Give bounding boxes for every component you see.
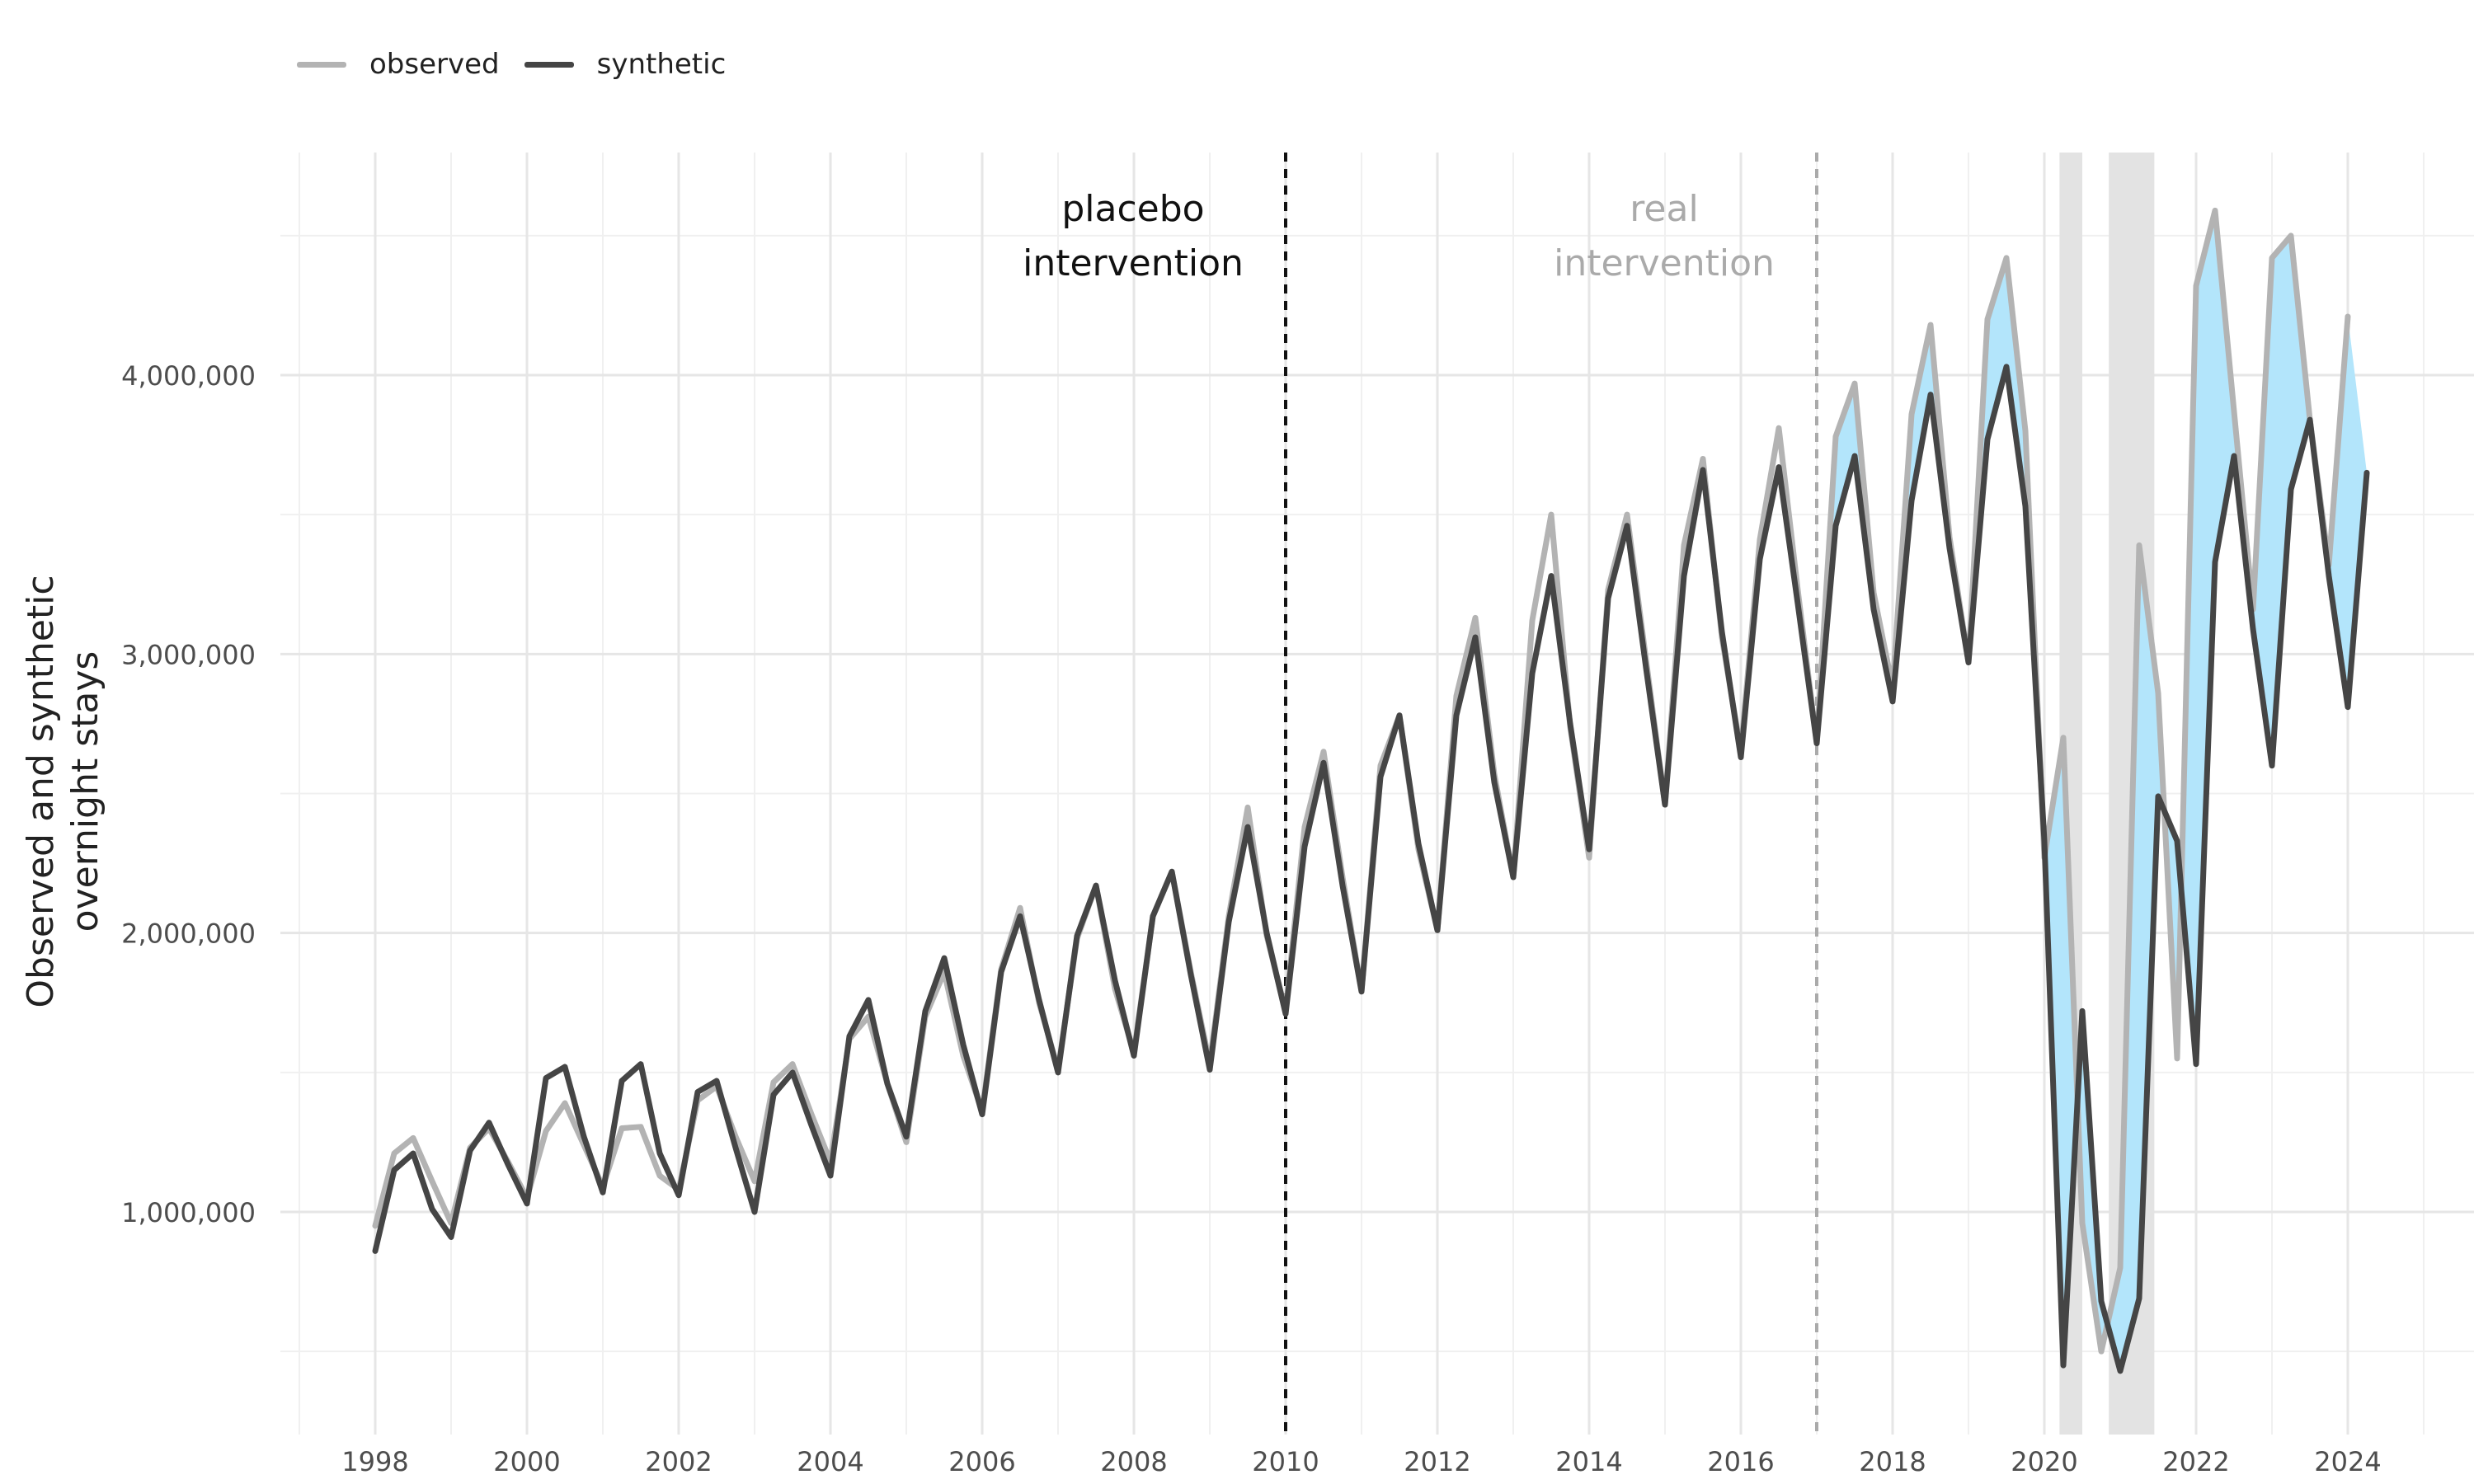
y-axis-label: Observed and synthetic bbox=[20, 575, 62, 1007]
x-tick-label: 2016 bbox=[1707, 1446, 1774, 1477]
legend-item-synthetic: synthetic bbox=[524, 48, 727, 81]
x-tick-label: 2004 bbox=[797, 1446, 863, 1477]
legend-swatch-observed bbox=[297, 61, 346, 68]
y-tick-label: 3,000,000 bbox=[121, 639, 256, 670]
x-tick-label: 2006 bbox=[948, 1446, 1015, 1477]
synthetic-series-line bbox=[372, 364, 2370, 1374]
intervention-label: real bbox=[1630, 188, 1698, 230]
x-tick-label: 2014 bbox=[1555, 1446, 1622, 1477]
intervention-label: intervention bbox=[1554, 242, 1775, 284]
intervention-label: intervention bbox=[1023, 242, 1244, 284]
x-tick-label: 2012 bbox=[1404, 1446, 1470, 1477]
y-tick-label: 4,000,000 bbox=[121, 360, 256, 392]
x-tick-label: 2010 bbox=[1252, 1446, 1319, 1477]
x-tick-label: 1998 bbox=[341, 1446, 408, 1477]
x-tick-label: 2018 bbox=[1859, 1446, 1926, 1477]
x-tick-label: 2002 bbox=[645, 1446, 712, 1477]
x-tick-label: 2000 bbox=[493, 1446, 560, 1477]
legend-label-observed: observed bbox=[369, 48, 500, 81]
y-tick-label: 1,000,000 bbox=[121, 1197, 256, 1228]
legend-swatch-synthetic bbox=[524, 61, 574, 68]
x-tick-label: 2022 bbox=[2162, 1446, 2229, 1477]
legend-item-observed: observed bbox=[297, 48, 500, 81]
x-tick-label: 2020 bbox=[2011, 1446, 2077, 1477]
x-tick-label: 2024 bbox=[2314, 1446, 2381, 1477]
x-tick-label: 2008 bbox=[1100, 1446, 1167, 1477]
intervention-label: placebo bbox=[1061, 188, 1204, 230]
y-axis-label: overnight stays bbox=[64, 651, 106, 932]
legend-label-synthetic: synthetic bbox=[596, 48, 727, 81]
y-tick-label: 2,000,000 bbox=[121, 918, 256, 950]
chart-legend: observed synthetic bbox=[297, 48, 750, 81]
